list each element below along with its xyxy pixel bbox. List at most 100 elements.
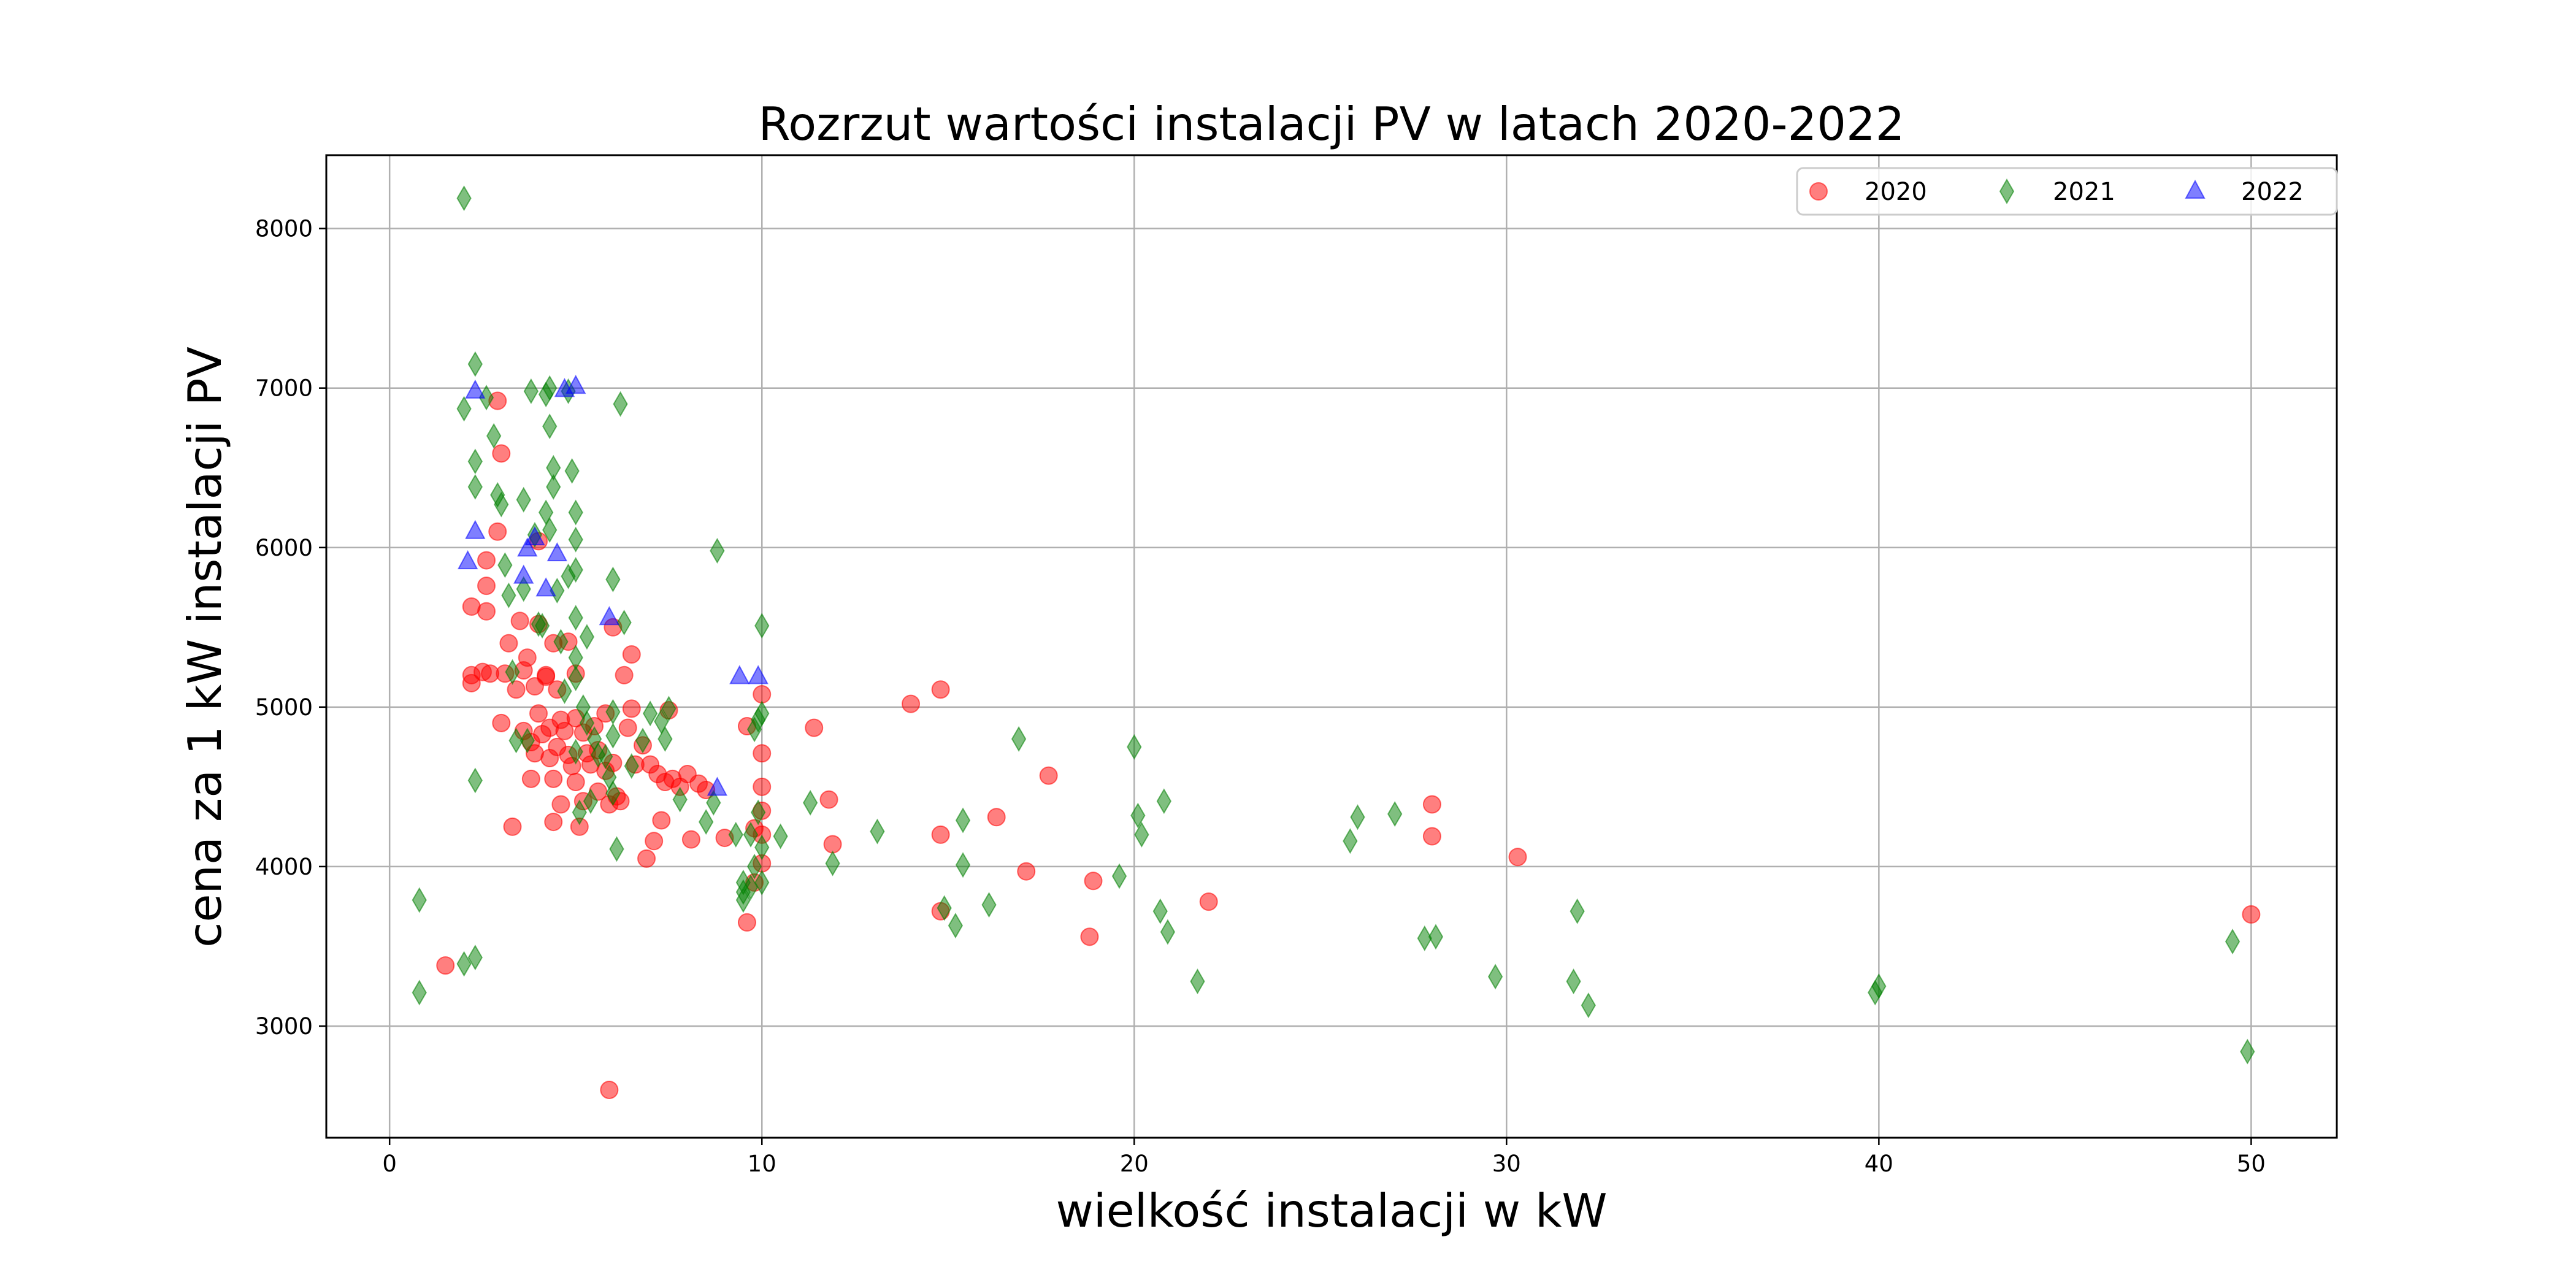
y-axis-title: cena za 1 kW instalacji PV xyxy=(178,347,232,948)
data-point xyxy=(412,979,427,1006)
data-point xyxy=(568,738,583,765)
data-point xyxy=(1084,872,1103,891)
data-point xyxy=(981,892,997,918)
data-point xyxy=(477,602,496,621)
data-point xyxy=(583,788,599,815)
data-point xyxy=(1581,992,1597,1019)
data-point xyxy=(753,685,772,704)
data-point xyxy=(1350,804,1365,830)
data-point xyxy=(948,913,964,939)
data-point xyxy=(568,605,583,631)
data-point xyxy=(507,680,526,699)
data-point xyxy=(605,566,621,592)
data-point xyxy=(456,396,472,422)
data-point xyxy=(657,726,673,752)
data-point xyxy=(501,582,516,608)
data-point xyxy=(412,887,427,913)
data-point xyxy=(699,809,714,835)
data-point xyxy=(819,790,838,809)
data-point xyxy=(825,850,840,876)
data-point xyxy=(753,777,772,796)
data-point xyxy=(2225,929,2241,955)
data-point xyxy=(1871,973,1887,999)
y-tick-label: 8000 xyxy=(255,216,313,242)
data-point xyxy=(524,526,545,546)
data-point xyxy=(517,537,538,557)
data-point xyxy=(519,727,535,754)
y-tick-label: 6000 xyxy=(255,535,313,561)
data-point xyxy=(542,517,558,543)
data-point xyxy=(568,499,583,526)
data-point xyxy=(529,704,548,723)
data-point xyxy=(754,613,770,639)
data-point xyxy=(737,913,756,932)
data-point xyxy=(494,491,509,518)
data-point xyxy=(773,823,788,849)
data-point xyxy=(564,458,580,484)
data-point xyxy=(537,667,556,686)
x-tick-label: 50 xyxy=(2237,1151,2266,1177)
data-point xyxy=(1160,919,1176,945)
data-point xyxy=(729,665,750,684)
series-2022 xyxy=(458,374,769,796)
legend-label: 2020 xyxy=(1865,178,1927,206)
data-point xyxy=(1111,863,1127,889)
data-point xyxy=(706,789,721,816)
data-point xyxy=(728,821,743,848)
data-point xyxy=(568,526,583,553)
data-point xyxy=(465,519,486,539)
data-point xyxy=(542,413,558,440)
legend-label: 2022 xyxy=(2241,178,2304,206)
data-point xyxy=(553,629,569,655)
data-point xyxy=(637,849,656,868)
data-point xyxy=(467,351,483,377)
data-point xyxy=(955,852,971,878)
y-tick-label: 3000 xyxy=(255,1013,313,1040)
data-point xyxy=(499,634,518,653)
axis-ticks: 0 10 20 30 40 50 3000 4000 5000 6000 7000 8000 xyxy=(255,216,2266,1177)
data-point xyxy=(492,444,511,463)
data-point xyxy=(544,769,563,788)
data-point xyxy=(535,577,556,597)
data-point xyxy=(987,808,1006,827)
data-point xyxy=(605,780,621,807)
y-tick-label: 5000 xyxy=(255,694,313,721)
data-point xyxy=(748,665,769,684)
data-point xyxy=(618,718,637,737)
data-point xyxy=(902,694,921,713)
data-point xyxy=(1428,924,1444,950)
data-point xyxy=(1199,892,1218,911)
data-point xyxy=(1017,862,1036,881)
data-point xyxy=(465,379,486,399)
legend-item-2021: 2021 xyxy=(1999,178,2115,206)
data-point xyxy=(735,887,751,913)
x-tick-label: 0 xyxy=(382,1151,397,1177)
data-point xyxy=(505,659,520,685)
data-point xyxy=(542,375,558,401)
data-point xyxy=(870,818,885,845)
data-point xyxy=(1134,821,1149,848)
data-point xyxy=(486,423,502,449)
data-point xyxy=(579,624,595,650)
data-point xyxy=(1387,801,1403,827)
data-point xyxy=(565,374,586,394)
data-point xyxy=(497,552,513,578)
data-point xyxy=(753,744,772,763)
data-point xyxy=(467,945,483,971)
data-point xyxy=(805,718,824,737)
data-point xyxy=(743,821,759,848)
data-point xyxy=(635,727,651,754)
data-point xyxy=(672,786,688,813)
data-point xyxy=(754,834,770,861)
legend-frame xyxy=(1796,167,2338,216)
data-point xyxy=(568,665,583,692)
x-axis-title: wielkość instalacji w kW xyxy=(1056,1184,1607,1238)
data-point xyxy=(456,185,472,212)
data-point xyxy=(823,835,842,854)
x-tick-label: 30 xyxy=(1492,1151,1521,1177)
data-point xyxy=(550,577,565,604)
data-point xyxy=(518,648,537,667)
data-point xyxy=(624,753,639,780)
data-point xyxy=(931,680,950,699)
